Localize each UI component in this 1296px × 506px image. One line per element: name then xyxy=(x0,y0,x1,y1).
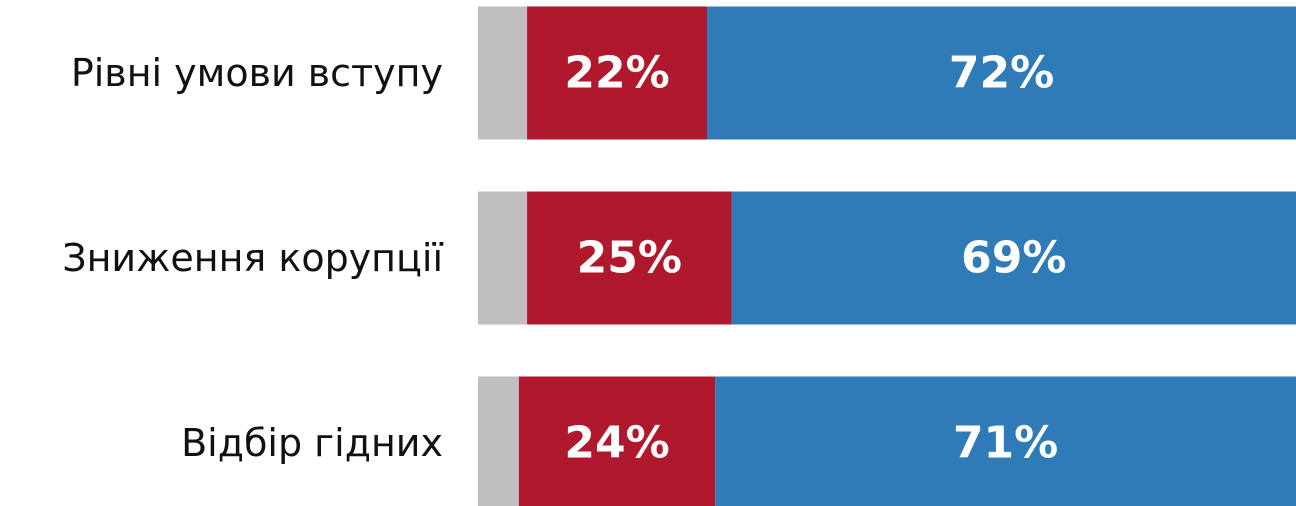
data-label: 72% xyxy=(949,48,1054,99)
bar-segment xyxy=(478,191,528,325)
bar-segment xyxy=(731,191,1296,325)
data-label: 25% xyxy=(577,233,682,284)
bar-segment xyxy=(527,6,708,140)
data-label: 22% xyxy=(564,48,669,99)
data-label: 24% xyxy=(564,418,669,469)
category-label: Рівні умови вступу xyxy=(71,51,443,95)
category-label: Зниження корупції xyxy=(62,236,443,280)
bar-segment xyxy=(478,376,519,506)
bar-segment xyxy=(527,191,732,325)
bar-segment xyxy=(707,6,1296,140)
bar-segment xyxy=(715,376,1296,506)
bar-segment xyxy=(478,6,528,140)
category-label: Відбір гідних xyxy=(181,421,443,465)
data-label: 71% xyxy=(953,418,1058,469)
bar-segment xyxy=(518,376,716,506)
data-label: 69% xyxy=(961,233,1066,284)
